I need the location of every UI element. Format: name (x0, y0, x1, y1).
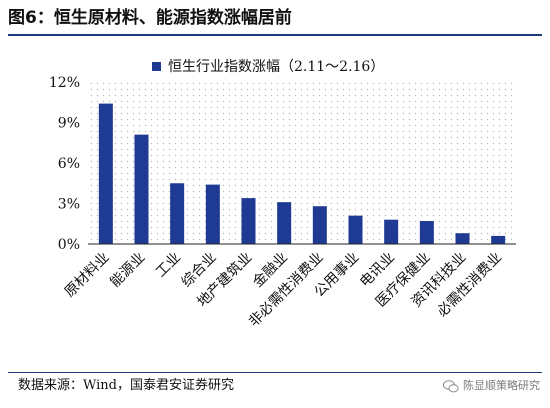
bottom-rule (8, 372, 542, 373)
bar (241, 198, 256, 244)
bar (455, 233, 470, 244)
wechat-icon (443, 379, 459, 392)
y-tick-label: 9% (58, 116, 80, 132)
x-tick-label: 工业 (153, 250, 184, 281)
bar (384, 219, 399, 244)
legend: 恒生行业指数涨幅（2.11～2.16） (152, 59, 384, 75)
y-tick-label: 12% (49, 75, 80, 91)
x-tick-label: 原材料业 (62, 250, 113, 301)
bar (277, 202, 292, 244)
figure-title-bar: 图6：恒生原材料、能源指数涨幅居前 (8, 3, 542, 37)
x-tick-label: 能源业 (107, 250, 148, 291)
legend-label: 恒生行业指数涨幅（2.11～2.16） (168, 59, 384, 75)
bar-chart: 恒生行业指数涨幅（2.11～2.16） 0% 3% 6% 9% 12% 原材料业能源业工… (49, 59, 516, 331)
bar (205, 184, 220, 244)
bar (134, 134, 149, 244)
bar (312, 206, 327, 244)
bar (348, 215, 363, 244)
watermark-text: 陈显顺策略研究 (463, 379, 540, 392)
y-tick-label: 6% (58, 156, 80, 172)
bars (98, 103, 506, 244)
bar (170, 183, 185, 244)
source-note: 数据来源：Wind，国泰君安证券研究 (18, 378, 234, 393)
plot-area (88, 82, 516, 244)
title-rule (8, 34, 542, 36)
figure-title: 图6：恒生原材料、能源指数涨幅居前 (8, 8, 292, 28)
bar (419, 221, 434, 244)
legend-swatch (152, 62, 161, 71)
y-tick-label: 3% (58, 197, 80, 213)
bar (491, 235, 506, 244)
bar (98, 103, 113, 244)
y-tick-label: 0% (58, 237, 80, 253)
watermark: 陈显顺策略研究 (443, 377, 540, 395)
y-axis: 0% 3% 6% 9% 12% (49, 75, 80, 253)
